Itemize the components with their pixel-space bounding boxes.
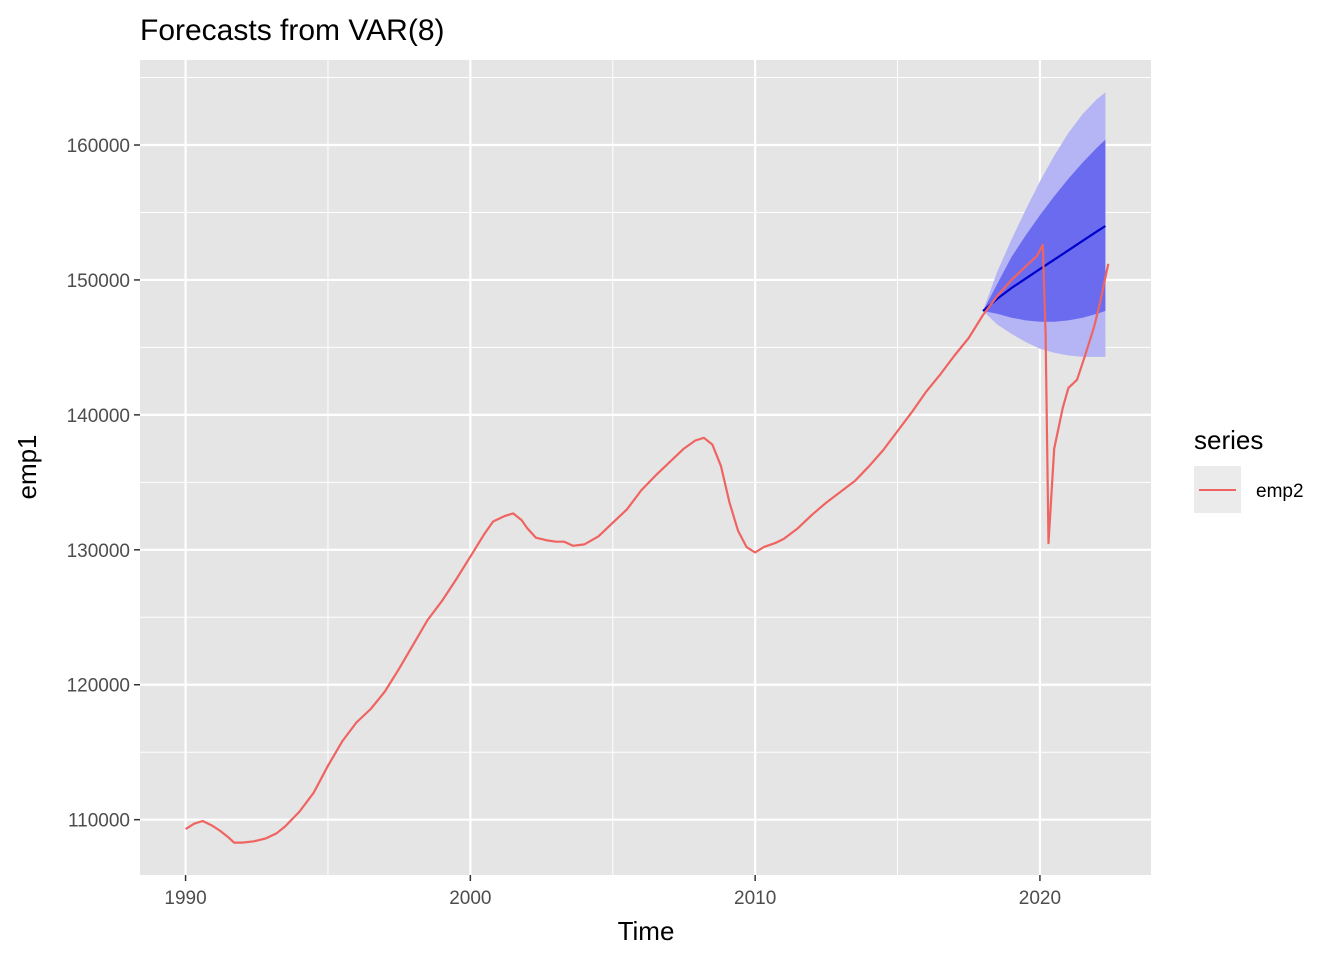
chart-title: Forecasts from VAR(8) — [140, 14, 445, 47]
forecast-intervals — [983, 92, 1106, 357]
minor-gridlines — [140, 60, 1151, 875]
x-tick-label: 1990 — [164, 888, 206, 909]
y-tick-label: 160000 — [67, 136, 130, 157]
y-axis-title: emp1 — [12, 434, 42, 499]
legend: series emp2 — [1194, 425, 1304, 513]
series-line-emp2 — [185, 243, 1110, 844]
major-gridlines — [140, 60, 1151, 875]
legend-label-emp2: emp2 — [1256, 481, 1304, 502]
x-tick-label: 2010 — [734, 888, 776, 909]
y-tick-label: 130000 — [67, 541, 130, 562]
forecast-band-80 — [983, 139, 1106, 322]
y-tick-label: 110000 — [68, 811, 130, 832]
x-axis-ticks: 1990 2000 2010 2020 — [164, 875, 1061, 909]
y-tick-label: 120000 — [67, 676, 130, 697]
plot-panel — [140, 60, 1151, 875]
forecast-mean-line — [982, 225, 1106, 312]
y-tick-label: 140000 — [67, 406, 130, 427]
y-axis-ticks: 110000 120000 130000 140000 150000 160000 — [67, 136, 140, 832]
x-tick-label: 2000 — [449, 888, 491, 909]
y-tick-label: 150000 — [67, 271, 130, 292]
legend-title: series — [1194, 425, 1263, 455]
series-lines — [185, 225, 1110, 844]
x-tick-label: 2020 — [1019, 888, 1061, 909]
x-axis-title: Time — [618, 916, 675, 946]
